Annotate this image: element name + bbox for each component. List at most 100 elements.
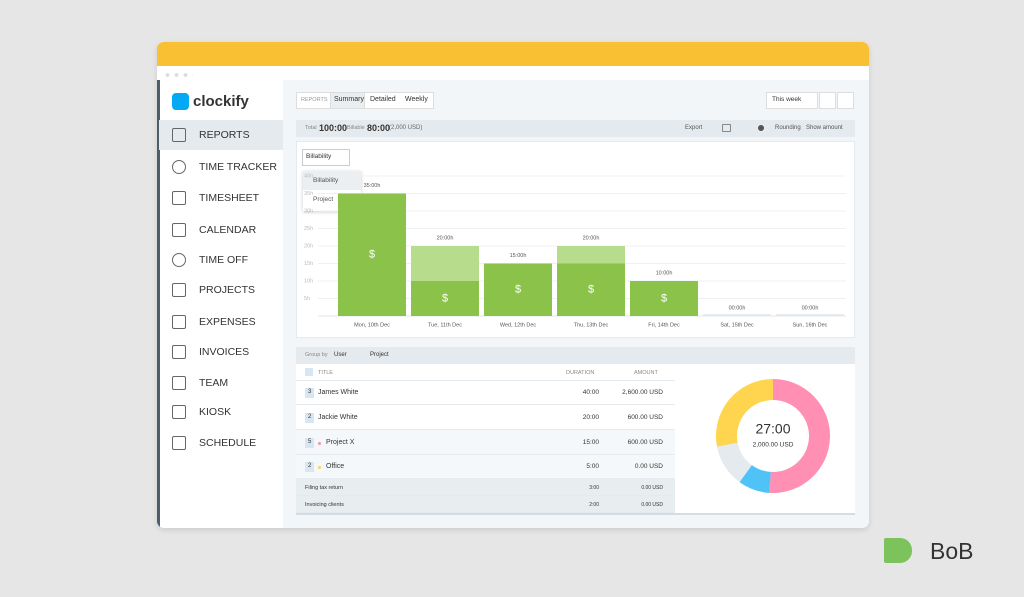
nav-icon [172,345,186,359]
logo: clockify [193,93,249,110]
row-title: Project X [326,438,355,446]
row-title: Invoicing clients [305,501,344,508]
rounding-toggle[interactable] [758,125,764,131]
row-amount: 0.00 USD [634,463,663,470]
export[interactable]: Export [685,125,703,131]
row-count: 2 [308,463,312,469]
row-duration: 3:00 [589,484,599,491]
row-duration: 15:00 [582,438,599,446]
tabs-label: REPORTS [301,97,328,103]
nav-icon [172,223,186,237]
count-badge [305,437,314,448]
row-amount: 0.00 USD [641,501,663,508]
nav-icon [172,253,186,267]
table-row [296,381,675,405]
group-bar [296,347,855,364]
row-count: 3 [308,389,312,395]
brand: BoB [930,538,974,564]
row-title: James White [318,389,359,396]
nav-item[interactable]: KIOSK [199,406,232,418]
tab-active [330,92,365,109]
row-amount: 0.00 USD [641,484,663,491]
count-badge [305,388,314,398]
next-button[interactable] [837,92,854,109]
row-title: Jackie White [318,413,358,421]
table-row [296,455,675,479]
row-duration: 40:00 [582,389,599,396]
table-row [296,405,675,430]
nav-item[interactable]: SCHEDULE [199,437,257,449]
row-duration: 5:00 [586,463,599,470]
count-badge [305,412,314,423]
dropdown[interactable] [302,149,350,166]
nav-active [159,120,283,150]
summary-amount: (2,000 USD) [389,125,423,131]
summary-bar [296,120,855,137]
show-amount[interactable]: Show amount [806,125,843,131]
logo-icon [172,93,189,110]
table-header [296,364,675,381]
nav-item[interactable]: TIME OFF [199,254,248,266]
prev-button[interactable] [819,92,836,109]
row-count: 2 [308,413,312,420]
table-row [296,496,675,513]
group-option[interactable]: Project [370,352,389,358]
col-header[interactable]: DURATION [566,370,595,376]
col-header[interactable]: AMOUNT [634,370,658,376]
row-duration: 20:00 [582,413,599,421]
tab[interactable]: Detailed [370,96,396,103]
row-amount: 2,600.00 USD [622,389,663,396]
print-icon[interactable] [722,124,731,132]
project-dot [318,441,321,445]
row-amount: 600.00 USD [627,438,663,446]
row-amount: 600.00 USD [627,413,663,421]
rounding[interactable]: Rounding [775,125,801,131]
group-option[interactable]: User [334,352,347,358]
nav-icon [172,376,186,390]
nav-item[interactable]: EXPENSES [199,316,256,328]
tab[interactable]: Weekly [405,96,428,103]
summary-label: Total [305,125,317,131]
window-bar [157,42,869,66]
summary-label: Billable [347,125,365,131]
nav-item[interactable]: TIME TRACKER [199,161,277,173]
range-select[interactable] [766,92,818,109]
nav-icon [172,160,186,174]
row-count: 5 [308,438,312,445]
nav-icon [172,128,186,142]
nav-icon [172,283,186,297]
brand-icon [884,538,912,563]
nav-item[interactable]: TEAM [199,377,229,389]
col-header[interactable]: TITLE [318,370,333,376]
chart-panel [296,141,855,338]
menu-item[interactable]: Project [313,196,334,203]
menu-item[interactable]: Billability [313,177,339,184]
window-dots [163,73,193,77]
nav-item[interactable]: CALENDAR [199,224,257,236]
project-dot [318,466,321,469]
tab[interactable]: Summary [334,96,364,103]
range[interactable]: This week [772,96,802,103]
count-badge [305,462,314,472]
nav-icon [172,436,186,450]
nav-item[interactable]: PROJECTS [199,284,256,296]
header-check [305,368,313,376]
nav-item[interactable]: TIMESHEET [199,192,260,204]
nav-icon [172,405,186,419]
row-duration: 2:00 [589,501,599,508]
nav-item[interactable]: REPORTS [199,129,250,141]
summary-total: 100:00 [319,123,348,133]
donut-panel [675,364,855,515]
summary-billable: 80:00 [367,123,391,133]
nav-icon [172,191,186,205]
row-title: Filing tax return [305,484,343,491]
table-row [296,479,675,496]
table-row [296,430,675,455]
row-title: Office [326,463,345,470]
nav-item[interactable]: INVOICES [199,346,250,358]
nav-icon [172,315,186,329]
dropdown-label[interactable]: Billability [306,153,332,160]
sidebar-edge [157,80,160,528]
group-label: Group by [305,352,328,358]
